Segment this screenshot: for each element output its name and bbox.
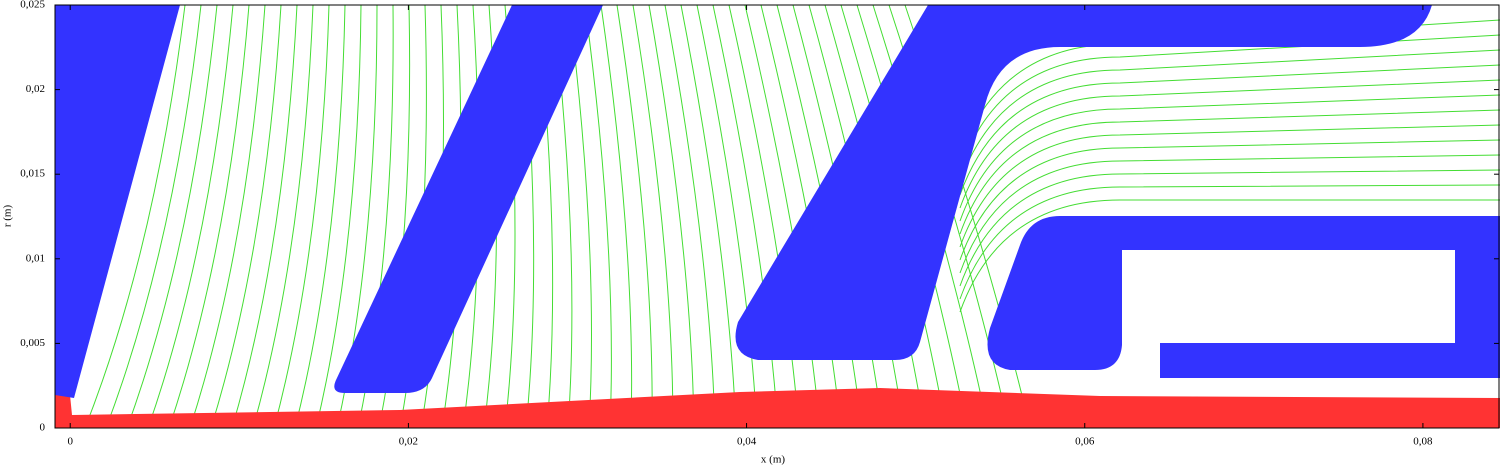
equipotential-line bbox=[959, 64, 1500, 196]
equipotential-line bbox=[616, 4, 653, 429]
plot-frame bbox=[54, 4, 1500, 429]
equipotential-line bbox=[126, 4, 218, 429]
x-tick-label: 0,08 bbox=[1413, 436, 1433, 448]
x-tick-label: 0,04 bbox=[737, 436, 757, 448]
electrode bbox=[735, 5, 1432, 360]
equipotential-line bbox=[105, 4, 202, 429]
equipotential-line bbox=[959, 49, 1500, 183]
equipotential-line bbox=[584, 4, 612, 429]
equipotential-line bbox=[648, 4, 695, 429]
equipotential-line bbox=[680, 4, 737, 429]
y-axis-label: r (m) bbox=[2, 205, 14, 228]
equipotential-line bbox=[273, 4, 330, 429]
equipotential-line bbox=[712, 4, 779, 429]
equipotential-line bbox=[632, 4, 674, 429]
y-tick-label: 0,01 bbox=[26, 252, 45, 264]
equipotential-line bbox=[294, 4, 346, 429]
x-tick-label: 0,02 bbox=[399, 436, 418, 448]
equipotential-line bbox=[959, 94, 1500, 222]
electrode bbox=[334, 5, 603, 393]
equipotential-line bbox=[959, 109, 1500, 235]
equipotential-line bbox=[568, 4, 592, 429]
equipotential-line bbox=[600, 4, 633, 429]
equipotential-line bbox=[959, 79, 1500, 209]
x-axis-label: x (m) bbox=[761, 454, 785, 466]
y-tick-label: 0,015 bbox=[20, 168, 45, 180]
equipotential-line bbox=[959, 154, 1500, 274]
equipotential-line bbox=[231, 4, 298, 429]
equipotential-line bbox=[959, 139, 1500, 261]
equipotential-line bbox=[315, 4, 362, 429]
y-tick-label: 0,005 bbox=[20, 337, 45, 349]
equipotential-line bbox=[696, 4, 758, 429]
equipotential-line bbox=[168, 4, 250, 429]
x-tick-label: 0,06 bbox=[1075, 436, 1095, 448]
equipotential-line bbox=[728, 4, 800, 429]
x-tick-label: 0 bbox=[67, 436, 73, 448]
electrodes bbox=[55, 5, 1500, 398]
equipotential-line bbox=[84, 4, 186, 429]
electrode bbox=[55, 5, 180, 398]
y-tick-label: 0,02 bbox=[26, 83, 45, 95]
y-tick-label: 0 bbox=[40, 422, 46, 434]
equipotential-line bbox=[959, 34, 1500, 170]
y-tick-label: 0,025 bbox=[20, 0, 45, 11]
equipotential-line bbox=[959, 184, 1500, 300]
equipotential-line bbox=[189, 4, 266, 429]
equipotential-line bbox=[147, 4, 234, 429]
equipotential-line bbox=[959, 169, 1500, 287]
equipotential-line bbox=[959, 199, 1500, 313]
equipotential-line bbox=[252, 4, 314, 429]
equipotential-line bbox=[664, 4, 716, 429]
equipotential-line bbox=[210, 4, 282, 429]
beam bbox=[55, 388, 1500, 428]
equipotential-line bbox=[959, 124, 1500, 248]
electrode bbox=[987, 216, 1500, 378]
